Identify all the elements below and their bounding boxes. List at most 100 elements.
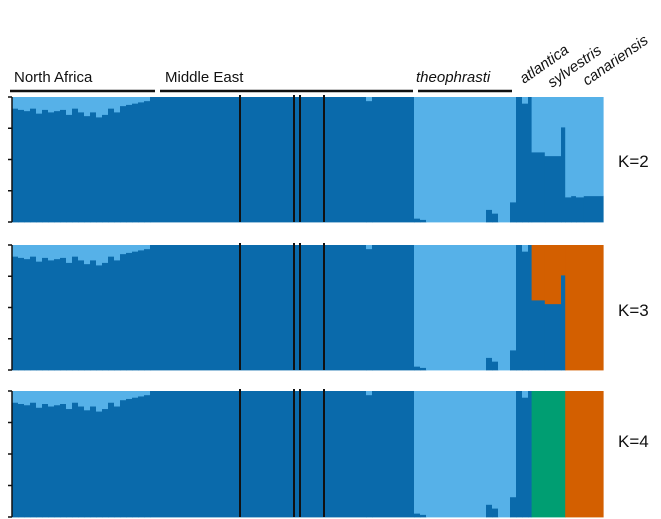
bar-k2-seg9-light-blue	[66, 97, 73, 115]
bar-k3-seg22-dark-blue	[144, 248, 151, 371]
bar-k2-seg21-light-blue	[138, 97, 145, 103]
bar-k3-seg17-light-blue	[114, 245, 121, 261]
bar-k4-seg9-light-blue	[66, 391, 73, 410]
k-label-2: K=2	[618, 152, 649, 171]
bar-k3-seg3-light-blue	[30, 245, 37, 257]
bar-k4-seg1-light-blue	[18, 391, 25, 404]
bar-k2-seg15-light-blue	[102, 97, 109, 115]
bar-k4-seg16-light-blue	[108, 391, 115, 403]
bar-k4-seg34-dark-blue	[522, 397, 529, 518]
bar-k3-seg34-dark-blue	[522, 251, 529, 371]
bar-k2-seg19-light-blue	[126, 97, 133, 105]
bar-k3-seg4-dark-blue	[36, 261, 43, 371]
bar-k3-seg34-light-blue	[522, 245, 529, 252]
bar-k2-seg27-light-blue	[420, 97, 427, 220]
bar-k3-seg19-dark-blue	[126, 252, 133, 371]
bar-k2-seg37-dark-blue	[544, 155, 562, 223]
bar-k4-seg37-orange	[565, 391, 604, 518]
bar-k4-seg16-dark-blue	[108, 402, 115, 518]
bar-k2-seg1-dark-blue	[18, 109, 25, 223]
bar-k3-seg6-light-blue	[48, 245, 55, 261]
bar-k4-seg30-dark-blue	[492, 508, 499, 518]
bar-k3-seg12-light-blue	[84, 245, 91, 265]
bar-k3-seg24-dark-blue	[366, 248, 373, 371]
bar-k4-seg2-dark-blue	[24, 404, 31, 518]
bar-k2-seg10-dark-blue	[72, 108, 79, 223]
bar-k3-seg31-light-blue	[498, 245, 511, 371]
bar-k2-seg8-dark-blue	[60, 109, 67, 223]
bar-k3-seg24-light-blue	[366, 245, 373, 250]
bar-k2-seg0-dark-blue	[12, 108, 19, 223]
bar-k4-seg31-light-blue	[498, 391, 511, 518]
bar-k4-seg3-light-blue	[30, 391, 37, 403]
bar-k3-seg1-dark-blue	[18, 257, 25, 371]
bar-k2-seg4-light-blue	[36, 97, 43, 114]
bar-k3-seg33-dark-blue	[516, 245, 523, 371]
bar-k4-seg7-light-blue	[54, 391, 61, 406]
bar-k2-seg27-dark-blue	[420, 219, 427, 223]
bar-k3-seg37-orange	[544, 245, 562, 305]
bar-k2-seg31-light-blue	[498, 97, 511, 223]
bar-k2-seg24-light-blue	[366, 97, 373, 102]
bar-k3-seg2-light-blue	[24, 245, 31, 260]
bar-k4-seg10-dark-blue	[72, 402, 79, 518]
bar-k4-seg19-light-blue	[126, 391, 133, 399]
bar-k3-seg19-light-blue	[126, 245, 133, 253]
bar-k2-seg21-dark-blue	[138, 102, 145, 223]
bar-k4-seg14-light-blue	[96, 391, 103, 412]
bar-k4-seg11-light-blue	[78, 391, 85, 407]
bar-k4-seg15-dark-blue	[102, 408, 109, 518]
bar-k4-seg7-dark-blue	[54, 404, 61, 518]
bar-k4-seg21-dark-blue	[138, 396, 145, 518]
bar-k2-seg16-light-blue	[108, 97, 115, 109]
bar-k3-seg22-light-blue	[144, 245, 151, 250]
panel-k4	[8, 389, 604, 518]
bar-k4-seg0-dark-blue	[12, 402, 19, 518]
bar-k3-seg13-dark-blue	[90, 260, 97, 371]
bar-k4-seg12-light-blue	[84, 391, 91, 411]
bar-k3-seg18-dark-blue	[120, 253, 127, 371]
bar-k4-seg15-light-blue	[102, 391, 109, 410]
structure-panels	[8, 95, 604, 518]
bar-k3-seg29-dark-blue	[486, 357, 493, 371]
bar-k4-seg23-dark-blue	[150, 391, 367, 518]
bar-k2-seg36-dark-blue	[531, 152, 546, 223]
bar-k2-seg18-light-blue	[120, 97, 127, 107]
k-labels: K=2 K=3 K=4	[618, 152, 649, 451]
bar-k4-seg19-dark-blue	[126, 398, 133, 518]
bar-k3-seg29-light-blue	[486, 245, 493, 358]
bar-k3-seg23-dark-blue	[150, 245, 367, 371]
bar-k2-seg41-dark-blue	[576, 197, 585, 223]
bar-k2-seg17-light-blue	[114, 97, 121, 113]
k-label-4: K=4	[618, 432, 649, 451]
bar-k3-seg10-light-blue	[72, 245, 79, 257]
bar-k2-seg7-dark-blue	[54, 110, 61, 223]
bar-k3-seg27-dark-blue	[420, 367, 427, 371]
bar-k2-seg38-light-blue	[561, 97, 566, 128]
bar-k2-seg3-light-blue	[30, 97, 37, 109]
bar-k4-seg4-light-blue	[36, 391, 43, 408]
bar-k3-seg30-light-blue	[492, 245, 499, 362]
bar-k4-seg17-light-blue	[114, 391, 121, 407]
bar-k3-seg15-dark-blue	[102, 262, 109, 371]
bar-k3-seg11-dark-blue	[78, 260, 85, 371]
label-middle-east: Middle East	[165, 69, 244, 86]
bar-k3-seg1-light-blue	[18, 245, 25, 258]
bar-k4-seg5-light-blue	[42, 391, 49, 404]
bar-k2-seg42-dark-blue	[583, 195, 604, 223]
bar-k2-seg22-dark-blue	[144, 100, 151, 223]
bar-k4-seg20-light-blue	[132, 391, 139, 398]
bar-k2-seg30-light-blue	[492, 97, 499, 214]
bar-k4-seg25-dark-blue	[372, 391, 415, 518]
bar-k2-seg14-dark-blue	[96, 117, 103, 223]
bar-k2-seg13-light-blue	[90, 97, 97, 113]
bar-k2-seg23-dark-blue	[150, 97, 367, 223]
bar-k3-seg6-dark-blue	[48, 260, 55, 371]
bar-k2-seg25-dark-blue	[372, 97, 415, 223]
bar-k2-seg22-light-blue	[144, 97, 151, 102]
bar-k2-seg2-dark-blue	[24, 110, 31, 223]
bar-k3-seg13-light-blue	[90, 245, 97, 261]
bar-k2-seg29-dark-blue	[486, 209, 493, 223]
bar-k4-seg22-light-blue	[144, 391, 151, 396]
